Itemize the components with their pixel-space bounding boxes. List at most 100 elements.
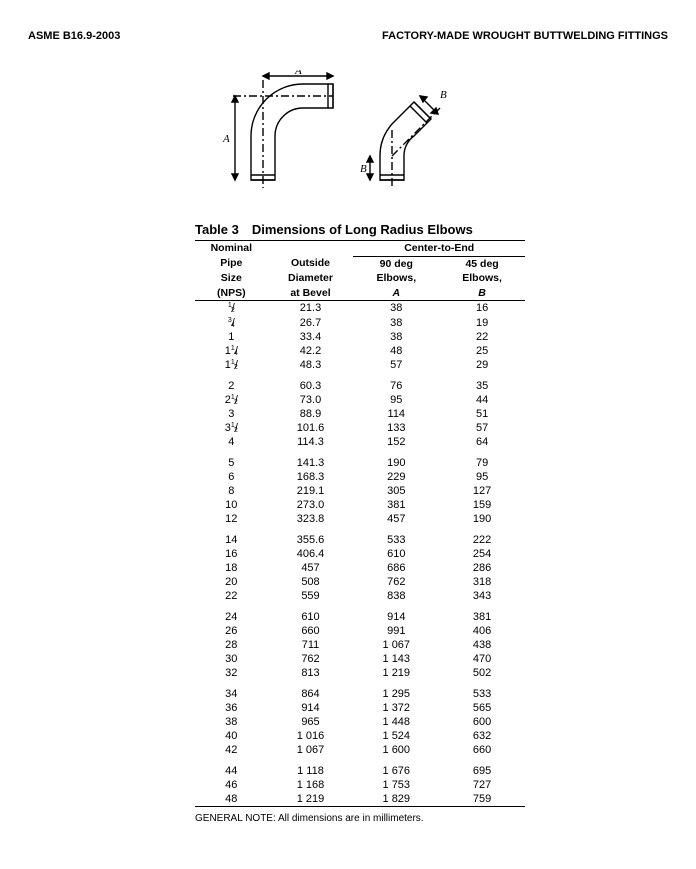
cell-od: 965 bbox=[268, 715, 354, 729]
cell-nps: 16 bbox=[195, 547, 268, 561]
cell-od: 457 bbox=[268, 561, 354, 575]
table-row: 11/442.24825 bbox=[195, 344, 525, 358]
table-row: 31/2101.613357 bbox=[195, 421, 525, 435]
table-row: 20508762318 bbox=[195, 575, 525, 589]
cell-b: 254 bbox=[439, 547, 525, 561]
cell-nps: 18 bbox=[195, 561, 268, 575]
cell-a: 1 753 bbox=[353, 778, 439, 792]
cell-a: 762 bbox=[353, 575, 439, 589]
cell-a: 190 bbox=[353, 449, 439, 470]
cell-od: 914 bbox=[268, 701, 354, 715]
cell-od: 508 bbox=[268, 575, 354, 589]
cell-od: 813 bbox=[268, 666, 354, 680]
cell-od: 141.3 bbox=[268, 449, 354, 470]
cell-b: 29 bbox=[439, 358, 525, 372]
cell-od: 33.4 bbox=[268, 330, 354, 344]
cell-a: 76 bbox=[353, 372, 439, 393]
cell-b: 22 bbox=[439, 330, 525, 344]
cell-a: 38 bbox=[353, 301, 439, 316]
th-nps3: Size bbox=[195, 271, 268, 286]
cell-od: 1 067 bbox=[268, 743, 354, 757]
cell-nps: 3 bbox=[195, 407, 268, 421]
cell-nps: 1 bbox=[195, 330, 268, 344]
cell-b: 502 bbox=[439, 666, 525, 680]
cell-nps: 44 bbox=[195, 757, 268, 778]
cell-a: 1 143 bbox=[353, 652, 439, 666]
cell-b: 565 bbox=[439, 701, 525, 715]
cell-b: 25 bbox=[439, 344, 525, 358]
th-b2: Elbows, bbox=[439, 271, 525, 286]
cell-a: 457 bbox=[353, 512, 439, 526]
table-row: 369141 372565 bbox=[195, 701, 525, 715]
cell-b: 533 bbox=[439, 680, 525, 701]
cell-nps: 38 bbox=[195, 715, 268, 729]
dim-label-A-side: A bbox=[222, 133, 230, 145]
dimensions-table: Nominal Center-to-End Pipe Outside 90 de… bbox=[195, 240, 525, 807]
th-od1: Outside bbox=[268, 256, 354, 271]
cell-od: 73.0 bbox=[268, 393, 354, 407]
cell-a: 48 bbox=[353, 344, 439, 358]
cell-od: 273.0 bbox=[268, 498, 354, 512]
th-a2: Elbows, bbox=[353, 271, 439, 286]
cell-nps: 28 bbox=[195, 638, 268, 652]
elbow-diagram: A A B B bbox=[215, 70, 485, 200]
cell-nps: 40 bbox=[195, 729, 268, 743]
cell-nps: 46 bbox=[195, 778, 268, 792]
table-row: 21/273.09544 bbox=[195, 393, 525, 407]
cell-b: 159 bbox=[439, 498, 525, 512]
cell-od: 42.2 bbox=[268, 344, 354, 358]
cell-od: 219.1 bbox=[268, 484, 354, 498]
cell-od: 610 bbox=[268, 603, 354, 624]
cell-nps: 11/2 bbox=[195, 358, 268, 372]
cell-nps: 20 bbox=[195, 575, 268, 589]
table-row: 133.43822 bbox=[195, 330, 525, 344]
cell-b: 759 bbox=[439, 792, 525, 807]
cell-nps: 42 bbox=[195, 743, 268, 757]
cell-nps: 26 bbox=[195, 624, 268, 638]
cell-a: 1 219 bbox=[353, 666, 439, 680]
cell-b: 318 bbox=[439, 575, 525, 589]
table-row: 307621 143470 bbox=[195, 652, 525, 666]
cell-b: 51 bbox=[439, 407, 525, 421]
cell-a: 1 676 bbox=[353, 757, 439, 778]
th-a1: 90 deg bbox=[353, 256, 439, 271]
cell-nps: 34 bbox=[195, 680, 268, 701]
cell-od: 26.7 bbox=[268, 315, 354, 329]
cell-a: 381 bbox=[353, 498, 439, 512]
cell-a: 686 bbox=[353, 561, 439, 575]
cell-a: 1 295 bbox=[353, 680, 439, 701]
th-a3: A bbox=[353, 286, 439, 301]
table-row: 11/248.35729 bbox=[195, 358, 525, 372]
cell-od: 21.3 bbox=[268, 301, 354, 316]
cell-a: 1 067 bbox=[353, 638, 439, 652]
table-row: 328131 219502 bbox=[195, 666, 525, 680]
table-row: 8219.1305127 bbox=[195, 484, 525, 498]
cell-od: 864 bbox=[268, 680, 354, 701]
cell-b: 632 bbox=[439, 729, 525, 743]
dim-label-B-top: B bbox=[440, 89, 447, 101]
cell-a: 305 bbox=[353, 484, 439, 498]
cell-a: 38 bbox=[353, 315, 439, 329]
cell-a: 610 bbox=[353, 547, 439, 561]
cell-nps: 36 bbox=[195, 701, 268, 715]
cell-b: 190 bbox=[439, 512, 525, 526]
table-row: 14355.6533222 bbox=[195, 526, 525, 547]
table-row: 388.911451 bbox=[195, 407, 525, 421]
cell-b: 286 bbox=[439, 561, 525, 575]
cell-nps: 4 bbox=[195, 435, 268, 449]
table-row: 287111 067438 bbox=[195, 638, 525, 652]
cell-b: 660 bbox=[439, 743, 525, 757]
cell-nps: 10 bbox=[195, 498, 268, 512]
table-row: 3/426.73819 bbox=[195, 315, 525, 329]
cell-a: 152 bbox=[353, 435, 439, 449]
cell-nps: 30 bbox=[195, 652, 268, 666]
cell-od: 60.3 bbox=[268, 372, 354, 393]
table-title: Table 3 Dimensions of Long Radius Elbows bbox=[195, 222, 473, 237]
table-row: 421 0671 600660 bbox=[195, 743, 525, 757]
cell-a: 1 600 bbox=[353, 743, 439, 757]
cell-nps: 31/2 bbox=[195, 421, 268, 435]
dim-label-A-top: A bbox=[294, 70, 302, 77]
cell-a: 533 bbox=[353, 526, 439, 547]
cell-od: 1 118 bbox=[268, 757, 354, 778]
table-row: 481 2191 829759 bbox=[195, 792, 525, 807]
